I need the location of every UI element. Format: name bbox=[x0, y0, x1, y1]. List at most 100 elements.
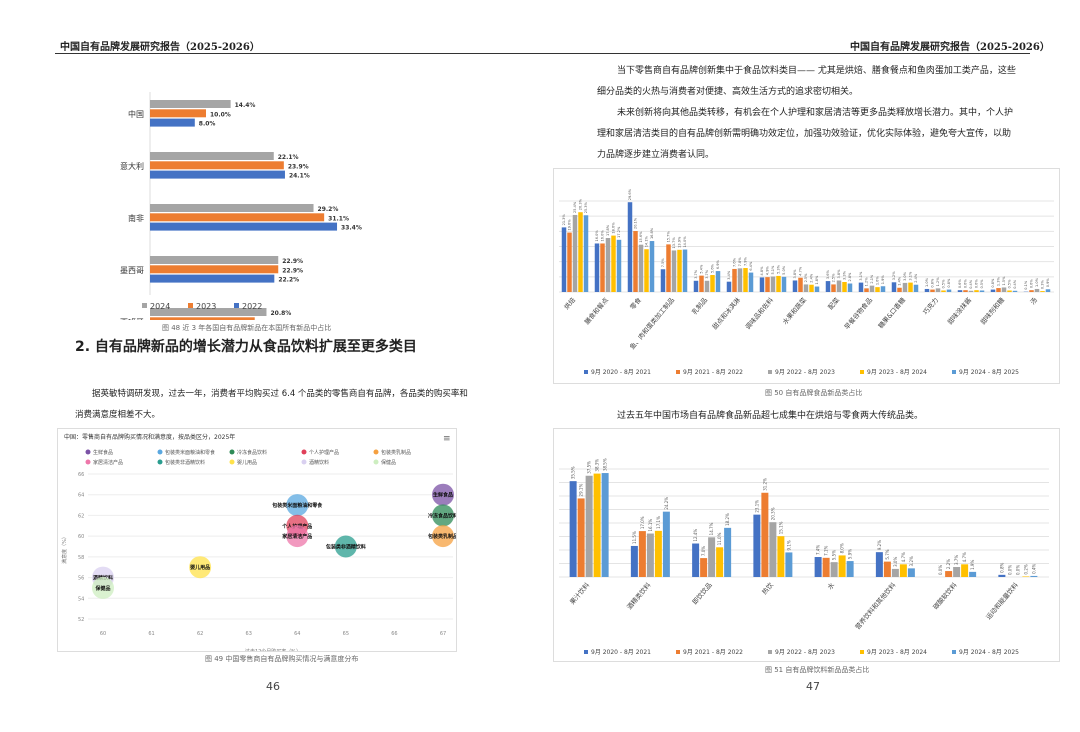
bubble-label: 家居清洁产品 bbox=[282, 533, 312, 540]
data-label: 22.9% bbox=[282, 258, 303, 265]
data-label: 8.0% bbox=[840, 543, 845, 553]
category-label: 烘焙 bbox=[562, 295, 578, 311]
bar bbox=[748, 272, 754, 292]
bar bbox=[1001, 287, 1007, 292]
bar bbox=[953, 567, 961, 577]
bubble bbox=[432, 504, 454, 527]
data-label: 3.0% bbox=[903, 271, 907, 281]
data-label: 0.5% bbox=[1008, 279, 1012, 289]
bar bbox=[847, 283, 853, 292]
bar bbox=[769, 522, 777, 577]
data-label: 20.8% bbox=[270, 310, 291, 317]
category-label: 调味品和佐料 bbox=[743, 295, 775, 331]
bar bbox=[759, 277, 765, 292]
bar bbox=[825, 281, 831, 292]
data-label: 0.5% bbox=[942, 279, 946, 289]
data-label: 3.7% bbox=[694, 269, 698, 279]
data-label: 31.2% bbox=[762, 478, 767, 491]
data-label: 16.0% bbox=[601, 230, 605, 242]
legend-label: 个人护理产品 bbox=[309, 449, 339, 456]
bar bbox=[611, 235, 616, 292]
data-label: 12.4% bbox=[693, 529, 698, 542]
data-label: 16.0% bbox=[595, 230, 599, 242]
data-label: 0.9% bbox=[1046, 278, 1050, 288]
y-tick-label: 54 bbox=[78, 596, 84, 602]
bar bbox=[777, 536, 785, 577]
bubble bbox=[92, 576, 114, 599]
category-label: 糖果&口香糖 bbox=[876, 295, 907, 330]
bar bbox=[998, 574, 1006, 577]
data-label: 17.1% bbox=[656, 516, 661, 529]
bar bbox=[150, 265, 279, 274]
legend-swatch bbox=[229, 449, 235, 455]
legend-label: 9月 2023 - 8月 2024 bbox=[867, 649, 927, 656]
data-label: 21.3% bbox=[562, 214, 566, 226]
category-label: 即饮饮品 bbox=[690, 581, 714, 607]
legend-swatch bbox=[142, 303, 147, 308]
bar bbox=[700, 558, 708, 577]
bar bbox=[649, 241, 655, 292]
data-label: 4.7% bbox=[901, 552, 906, 562]
bar bbox=[585, 475, 593, 577]
bar bbox=[913, 284, 919, 292]
legend-swatch bbox=[860, 370, 864, 374]
bar bbox=[1040, 291, 1045, 292]
data-label: 0.6% bbox=[1030, 279, 1034, 289]
header-rule bbox=[55, 53, 1030, 54]
bar bbox=[902, 282, 908, 292]
data-label: 0.8% bbox=[999, 562, 1004, 572]
data-label: 2.1% bbox=[870, 274, 874, 284]
paragraph-line: 未来创新将向其他品类转移，有机会在个人护理和家居清洁等更多品类释放增长潜力。其中… bbox=[617, 108, 1014, 118]
bar bbox=[1012, 290, 1018, 292]
data-label: 7.8% bbox=[738, 257, 742, 267]
data-label: 17.8% bbox=[606, 224, 610, 236]
bar bbox=[150, 170, 285, 179]
bar bbox=[593, 473, 601, 577]
y-tick-label: 64 bbox=[78, 493, 84, 499]
bar bbox=[150, 100, 231, 108]
legend-swatch bbox=[188, 303, 193, 308]
bar bbox=[716, 547, 724, 577]
bar bbox=[726, 281, 732, 292]
data-label: 7.4% bbox=[816, 545, 821, 555]
bar bbox=[600, 243, 605, 292]
category-label: 甜味剂和糖 bbox=[978, 295, 1006, 326]
chart-title: 中国：零售商自有品牌购买情况和满意度，按品类区分，2025年 bbox=[64, 433, 235, 441]
data-label: 1.6% bbox=[876, 276, 880, 286]
x-tick-label: 64 bbox=[294, 631, 300, 637]
legend-label: 9月 2024 - 8月 2025 bbox=[959, 369, 1019, 376]
bar bbox=[814, 286, 820, 292]
bar bbox=[708, 537, 716, 577]
legend-swatch bbox=[157, 459, 163, 465]
data-label: 1.3% bbox=[997, 276, 1001, 286]
bar bbox=[765, 277, 770, 292]
paragraph-line: 当下零售商自有品牌创新集中于食品饮料类目—— 尤其是烘焙、膳食餐点和鱼肉蛋加工类… bbox=[617, 66, 1016, 76]
chart-49-bubble: 中国：零售商自有品牌购买情况和满意度，按品类区分，2025年 ≡生鲜食品 包装类米面… bbox=[61, 433, 458, 655]
bar bbox=[699, 275, 704, 292]
chart-48-country-share: 中国 14.4% 10.0% 8.0% 意大利 22.1% 23.9% 24.1% 南非 29.2… bbox=[120, 92, 362, 320]
bar bbox=[150, 118, 195, 127]
bar bbox=[616, 239, 622, 292]
category-label: 甜点和冰淇淋 bbox=[710, 295, 742, 331]
data-label: 1.5% bbox=[1002, 276, 1006, 286]
data-label: 5.4% bbox=[700, 264, 704, 274]
bubble-label: 保健品 bbox=[94, 585, 110, 592]
data-label: 4.7% bbox=[799, 266, 803, 276]
bar bbox=[809, 284, 814, 292]
data-label: 0.6% bbox=[964, 279, 968, 289]
y-tick-label: 60 bbox=[78, 534, 84, 540]
bar bbox=[875, 552, 883, 577]
bar bbox=[891, 282, 897, 292]
data-label: 5.6% bbox=[711, 263, 715, 273]
data-label: 1.0% bbox=[1035, 277, 1039, 287]
data-label: 0.0% bbox=[938, 565, 943, 575]
bar bbox=[682, 249, 688, 292]
bar bbox=[662, 511, 670, 577]
bar bbox=[666, 244, 671, 292]
data-label: 3.4% bbox=[727, 270, 731, 280]
bar bbox=[644, 249, 649, 292]
bar bbox=[770, 276, 776, 292]
category-label: 巧克力 bbox=[921, 296, 940, 317]
legend-label: 9月 2021 - 8月 2022 bbox=[683, 369, 743, 376]
